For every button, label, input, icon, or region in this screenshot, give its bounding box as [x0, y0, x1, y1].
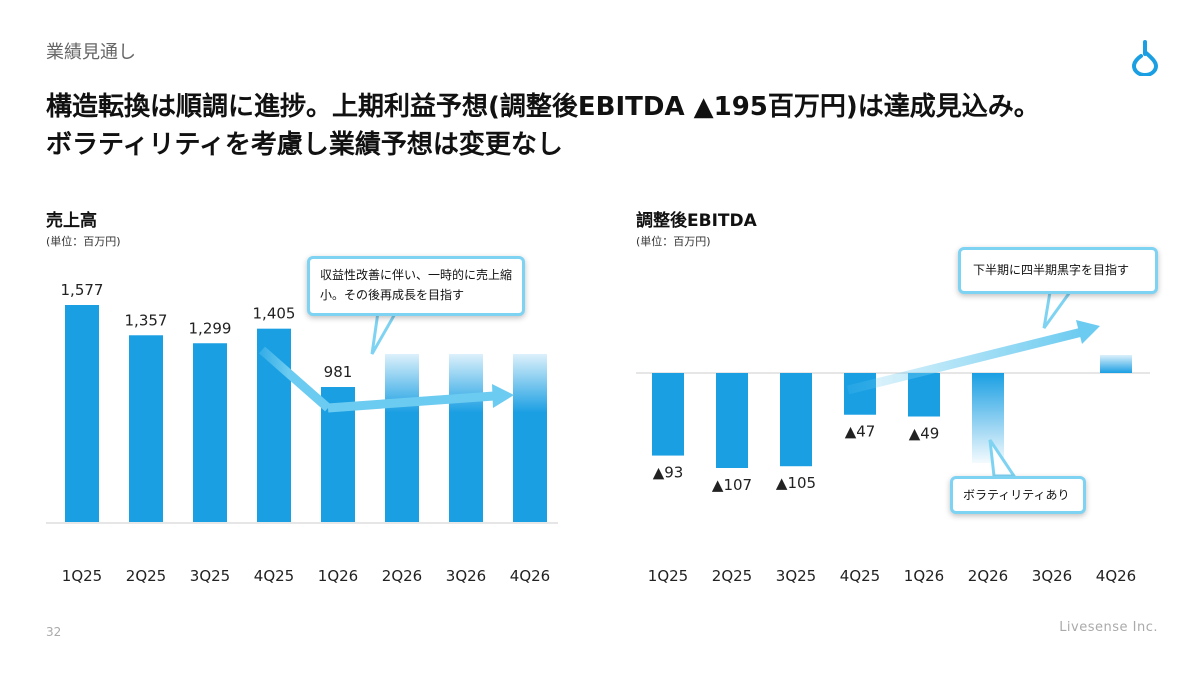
ebitda-data-label-4Q25: ▲47 [845, 423, 876, 441]
sales-x-tick-1Q26: 1Q26 [318, 567, 358, 585]
headline-line-2: ボラティリティを考慮し業績予想は変更なし [46, 130, 563, 160]
ebitda-bar-1Q25 [652, 373, 684, 456]
sales-x-tick-3Q26: 3Q26 [446, 567, 486, 585]
ebitda-x-tick-4Q26: 4Q26 [1096, 567, 1136, 585]
sales-bar-1Q25 [65, 305, 99, 522]
sales-bar-2Q25 [129, 335, 163, 522]
sales-x-tick-3Q25: 3Q25 [190, 567, 230, 585]
ebitda-trend-arrow [846, 320, 1100, 395]
ebitda-bar-1Q26 [908, 373, 940, 417]
sales-x-tick-1Q25: 1Q25 [62, 567, 102, 585]
section-label: 業績見通し [46, 42, 136, 63]
ebitda-top-callout-text: 下半期に四半期黒字を目指す [973, 263, 1130, 277]
livesense-logo-icon [1132, 40, 1158, 76]
page-number: 32 [46, 625, 62, 639]
sales-x-tick-2Q25: 2Q25 [126, 567, 166, 585]
sales-data-label-1Q25: 1,577 [61, 281, 104, 299]
ebitda-x-tick-3Q25: 3Q25 [776, 567, 816, 585]
ebitda-x-tick-1Q26: 1Q26 [904, 567, 944, 585]
ebitda-bar-2Q26 [972, 373, 1004, 463]
ebitda-bottom-callout: ボラティリティあり [950, 476, 1086, 514]
sales-data-label-4Q25: 1,405 [253, 305, 296, 323]
ebitda-chart-unit: (単位：百万円) [636, 235, 711, 248]
ebitda-chart-title: 調整後EBITDA [636, 211, 757, 231]
ebitda-top-callout-pointer [1042, 290, 1073, 329]
sales-chart-title: 売上高 [46, 211, 97, 231]
sales-bar-3Q26 [449, 354, 483, 522]
sales-trend-arrow [259, 346, 514, 413]
sales-data-label-2Q25: 1,357 [125, 311, 168, 329]
ebitda-data-label-2Q25: ▲107 [712, 476, 752, 494]
sales-bar-2Q26 [385, 354, 419, 522]
sales-callout-pointer [370, 310, 399, 355]
sales-callout-text: 収益性改善に伴い、一時的に売上縮小。その後再成長を目指す [320, 268, 513, 302]
sales-x-tick-2Q26: 2Q26 [382, 567, 422, 585]
ebitda-x-tick-2Q26: 2Q26 [968, 567, 1008, 585]
sales-callout: 収益性改善に伴い、一時的に売上縮小。その後再成長を目指す [307, 256, 525, 316]
ebitda-x-tick-3Q26: 3Q26 [1032, 567, 1072, 585]
headline-line-1: 構造転換は順調に進捗。上期利益予想(調整後EBITDA ▲195百万円)は達成見… [46, 92, 1040, 122]
ebitda-bar-2Q25 [716, 373, 748, 468]
ebitda-bar-3Q25 [780, 373, 812, 467]
sales-x-tick-4Q26: 4Q26 [510, 567, 550, 585]
ebitda-bottom-callout-text: ボラティリティあり [963, 488, 1070, 502]
sales-data-label-3Q25: 1,299 [189, 319, 232, 337]
headline: 構造転換は順調に進捗。上期利益予想(調整後EBITDA ▲195百万円)は達成見… [46, 88, 1156, 164]
ebitda-top-callout: 下半期に四半期黒字を目指す [958, 247, 1158, 294]
ebitda-data-label-3Q25: ▲105 [776, 474, 816, 492]
ebitda-data-label-1Q26: ▲49 [909, 425, 940, 443]
ebitda-x-tick-1Q25: 1Q25 [648, 567, 688, 585]
sales-x-tick-4Q25: 4Q25 [254, 567, 294, 585]
ebitda-bar-4Q26 [1100, 355, 1132, 373]
company-name: Livesense Inc. [1059, 620, 1158, 635]
sales-data-label-1Q26: 981 [324, 363, 353, 381]
ebitda-x-tick-2Q25: 2Q25 [712, 567, 752, 585]
sales-chart-unit: (単位：百万円) [46, 235, 121, 248]
ebitda-x-tick-4Q25: 4Q25 [840, 567, 880, 585]
ebitda-bar-4Q25 [844, 373, 876, 415]
ebitda-data-label-1Q25: ▲93 [653, 464, 684, 482]
sales-bar-4Q26 [513, 354, 547, 522]
sales-bar-3Q25 [193, 343, 227, 522]
